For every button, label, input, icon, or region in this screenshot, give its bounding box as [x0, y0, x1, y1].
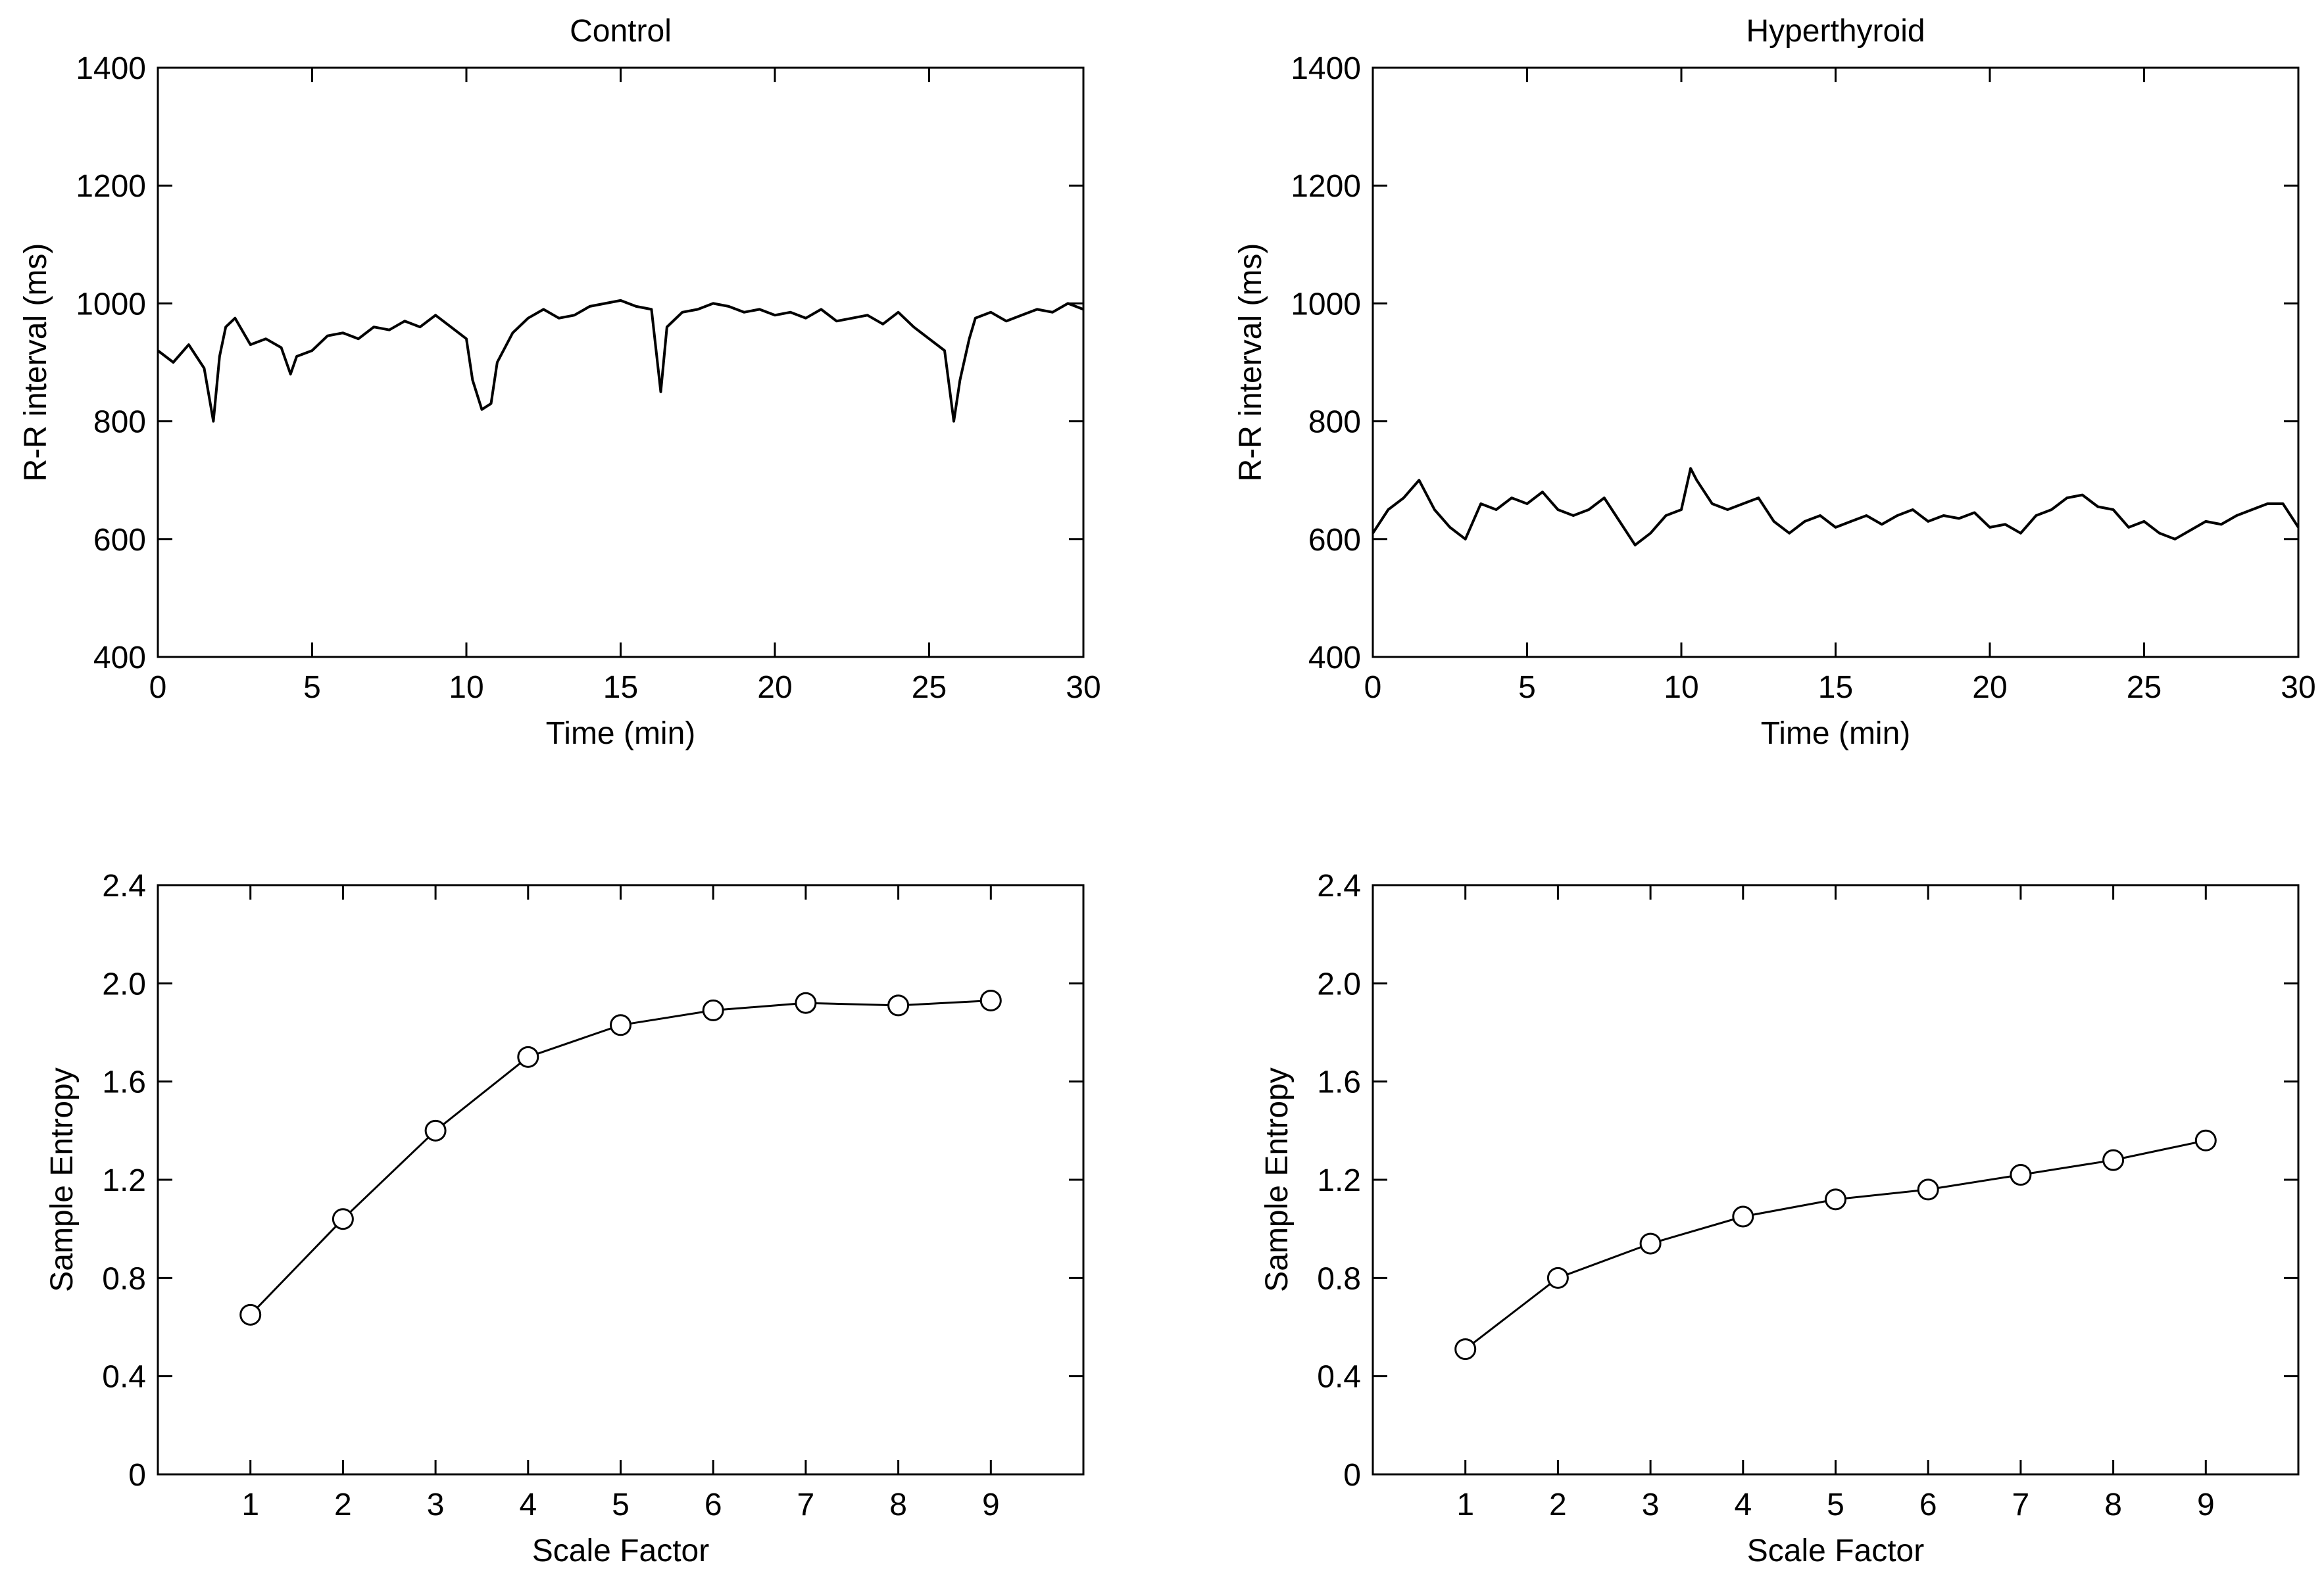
x-tick-label: 5: [1518, 670, 1536, 705]
chart-title: Control: [570, 14, 672, 49]
data-point: [2194, 1129, 2217, 1151]
data-point: [702, 999, 724, 1021]
y-tick-label: 0.8: [102, 1261, 146, 1296]
chart-panel-1: Control 0 5 10 15 20 25 30 400 600 800 1000 1200 1400…: [18, 14, 1101, 751]
y-tick-label: 0.8: [1317, 1261, 1361, 1296]
y-tick-label: 600: [1308, 523, 1361, 558]
data-point: [424, 1119, 447, 1142]
x-tick-label: 10: [449, 670, 483, 705]
data-point: [1732, 1205, 1754, 1228]
data-point: [1917, 1178, 1939, 1201]
x-tick-label: 30: [1066, 670, 1100, 705]
y-tick-label: 800: [1308, 405, 1361, 440]
chart-panel-3: 1 2 3 4 5 6 7 8 9 0 0.4 0.8 1.2 1.6 2.0 2.4 Scale Factor…: [45, 869, 1085, 1568]
y-tick-label: 1.2: [1317, 1163, 1361, 1198]
x-tick-label: 15: [1818, 670, 1853, 705]
x-axis-label: Time (min): [1761, 716, 1911, 751]
x-tick-label: 8: [889, 1488, 907, 1522]
x-tick-label: 1: [241, 1488, 259, 1522]
y-axis-label: Sample Entropy: [1260, 1067, 1295, 1292]
series-line-1: [157, 299, 1084, 423]
y-tick-label: 1.2: [102, 1163, 146, 1198]
x-axis-label: Scale Factor: [1747, 1534, 1924, 1568]
chart-panel-4: 1 2 3 4 5 6 7 8 9 0 0.4 0.8 1.2 1.6 2.0 2.4 Scale Factor…: [1260, 869, 2300, 1568]
x-tick-label: 5: [1827, 1488, 1844, 1522]
x-tick-label: 9: [2197, 1488, 2215, 1522]
x-tick-label: 10: [1664, 670, 1698, 705]
data-point: [1546, 1267, 1569, 1289]
x-tick-label: 2: [1549, 1488, 1567, 1522]
y-tick-label: 400: [93, 641, 146, 675]
y-tick-label: 1000: [76, 287, 146, 322]
x-tick-label: 25: [2127, 670, 2162, 705]
y-tick-label: 0.4: [102, 1360, 146, 1395]
x-tick-label: 3: [1642, 1488, 1660, 1522]
data-point: [332, 1208, 354, 1230]
x-tick-label: 3: [427, 1488, 445, 1522]
data-point: [239, 1303, 262, 1326]
y-tick-label: 0: [128, 1458, 146, 1493]
y-tick-label: 800: [93, 405, 146, 440]
y-tick-label: 1200: [76, 169, 146, 204]
data-point: [2010, 1164, 2032, 1186]
x-tick-label: 5: [303, 670, 321, 705]
data-point: [610, 1014, 631, 1036]
series-line-1: [1464, 1139, 2206, 1350]
y-tick-label: 2.4: [102, 869, 146, 904]
data-point: [795, 992, 817, 1014]
x-tick-label: 20: [1972, 670, 2007, 705]
x-tick-label: 30: [2281, 670, 2315, 705]
x-tick-label: 2: [334, 1488, 352, 1522]
y-tick-label: 2.4: [1317, 869, 1361, 904]
x-tick-label: 0: [149, 670, 167, 705]
data-point: [887, 994, 910, 1017]
y-tick-label: 1200: [1291, 169, 1361, 204]
x-tick-label: 25: [912, 670, 947, 705]
x-tick-label: 7: [2012, 1488, 2030, 1522]
data-point: [517, 1046, 539, 1068]
x-tick-label: 6: [705, 1488, 722, 1522]
y-tick-label: 1.6: [102, 1065, 146, 1100]
x-tick-label: 20: [757, 670, 792, 705]
y-tick-label: 400: [1308, 641, 1361, 675]
plot-frame: [1372, 66, 2300, 658]
y-axis-label: Sample Entropy: [45, 1067, 80, 1292]
x-tick-label: 5: [612, 1488, 630, 1522]
x-tick-label: 1: [1456, 1488, 1474, 1522]
series-line-1: [1372, 467, 2300, 546]
y-axis-label: R-R interval (ms): [1233, 243, 1268, 482]
y-tick-label: 2.0: [1317, 967, 1361, 1002]
data-point: [1825, 1188, 1846, 1211]
x-axis-label: Scale Factor: [532, 1534, 709, 1568]
plot-frame: [157, 66, 1085, 658]
x-tick-label: 9: [982, 1488, 1000, 1522]
y-tick-label: 600: [93, 523, 146, 558]
plot-frame: [157, 884, 1085, 1476]
data-point: [1454, 1338, 1477, 1361]
y-tick-label: 0: [1343, 1458, 1361, 1493]
x-tick-label: 15: [603, 670, 638, 705]
data-point: [979, 989, 1002, 1011]
chart-panel-2: Hyperthyroid 0 5 10 15 20 25 30 400 600 800 1000 120…: [1233, 14, 2316, 751]
data-point: [2102, 1149, 2125, 1171]
x-tick-label: 6: [1919, 1488, 1937, 1522]
data-point: [1639, 1232, 1662, 1255]
y-tick-label: 0.4: [1317, 1360, 1361, 1395]
x-tick-label: 8: [2104, 1488, 2122, 1522]
y-tick-label: 1400: [76, 51, 146, 86]
x-tick-label: 0: [1364, 670, 1382, 705]
x-axis-label: Time (min): [546, 716, 696, 751]
chart-title: Hyperthyroid: [1746, 14, 1925, 49]
y-tick-label: 1400: [1291, 51, 1361, 86]
plot-frame: [1372, 884, 2300, 1476]
y-tick-label: 1.6: [1317, 1065, 1361, 1100]
series-line-1: [249, 1000, 991, 1316]
y-tick-label: 2.0: [102, 967, 146, 1002]
y-axis-label: R-R interval (ms): [18, 243, 53, 482]
x-tick-label: 4: [1734, 1488, 1752, 1522]
x-tick-label: 7: [797, 1488, 815, 1522]
x-tick-label: 4: [519, 1488, 537, 1522]
y-tick-label: 1000: [1291, 287, 1361, 322]
